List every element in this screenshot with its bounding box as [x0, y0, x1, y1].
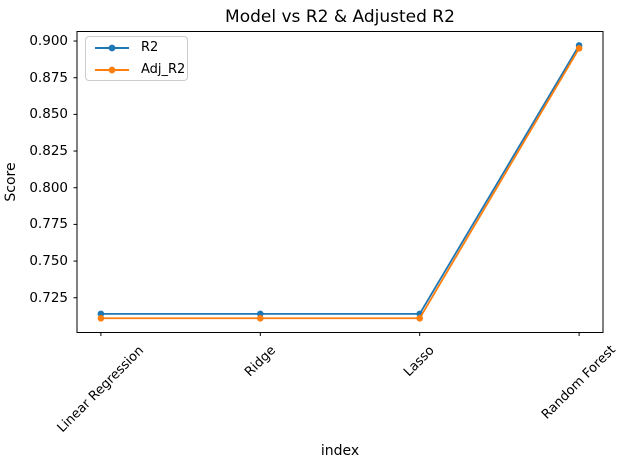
legend-item-r2: R2 — [94, 39, 187, 57]
legend-label-r2: R2 — [141, 40, 159, 55]
y-tick-label: 0.775 — [29, 216, 68, 233]
adj_r2-line — [100, 47, 580, 320]
y-tick-label: 0.750 — [29, 253, 68, 270]
legend-label-adj-r2: Adj_R2 — [141, 62, 186, 77]
y-tick-label: 0.725 — [29, 289, 68, 306]
legend: R2 Adj_R2 — [85, 36, 188, 81]
x-axis-label: index — [320, 443, 360, 459]
adj_r2-marker — [416, 314, 423, 322]
legend-item-adj-r2: Adj_R2 — [94, 61, 187, 79]
r2-line — [100, 44, 580, 315]
y-tick-label: 0.825 — [29, 143, 68, 160]
y-tick-label: 0.875 — [29, 69, 68, 86]
adj_r2-marker — [257, 314, 264, 322]
adj_r2-marker — [575, 45, 583, 52]
adj-r2-legend-marker-icon — [95, 66, 129, 73]
adj_r2-marker — [97, 314, 105, 322]
chart-title: Model vs R2 & Adjusted R2 — [225, 7, 455, 27]
y-tick-label: 0.800 — [29, 179, 68, 196]
plot-spines — [76, 31, 604, 333]
y-tick-label: 0.850 — [29, 106, 68, 123]
y-tick-label: 0.900 — [29, 33, 68, 50]
r2-legend-marker-icon — [95, 44, 129, 51]
